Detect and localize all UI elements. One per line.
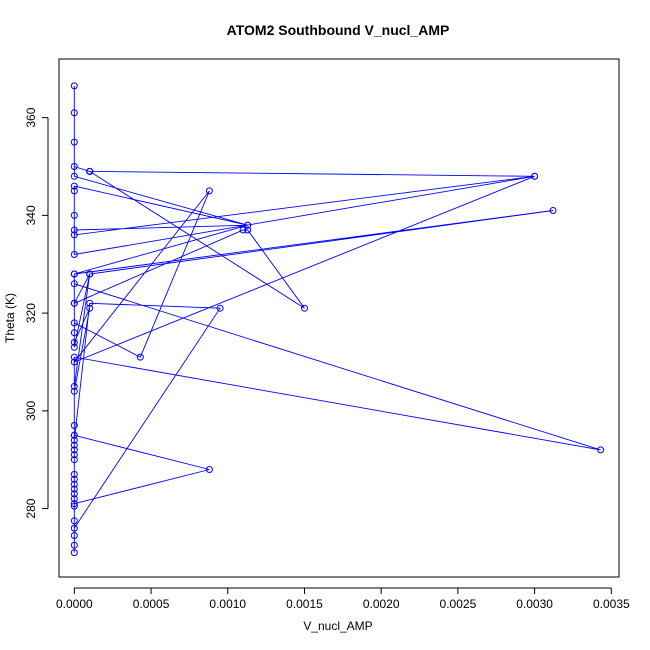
y-axis-label: Theta (K) (3, 293, 17, 343)
y-axis: 280 300 320 340 360 (24, 107, 49, 519)
data-point (70, 319, 78, 327)
data-point (239, 226, 247, 234)
data-point (70, 441, 78, 449)
data-point (70, 502, 78, 510)
data-point (216, 304, 224, 312)
data-point (70, 387, 78, 395)
x-tick-label: 0.0005 (133, 597, 170, 611)
data-point (531, 172, 539, 180)
data-point (70, 541, 78, 549)
data-point (70, 451, 78, 459)
plot-frame (58, 58, 620, 578)
y-tick-label: 340 (24, 205, 38, 225)
data-point (70, 138, 78, 146)
x-axis: 0.0000 0.0005 0.0010 0.0015 0.0020 0.0025 0.00… (56, 587, 630, 611)
y-tick-label: 360 (24, 107, 38, 127)
series-line (72, 85, 601, 553)
data-point (70, 226, 78, 234)
data-point (244, 226, 252, 234)
y-tick-label: 280 (24, 498, 38, 518)
data-point (70, 422, 78, 429)
data-point (70, 517, 78, 525)
data-point (70, 187, 78, 195)
data-point (70, 532, 78, 539)
data-point (70, 456, 78, 464)
data-point (136, 353, 144, 361)
data-point (70, 163, 78, 170)
data-point (70, 382, 78, 390)
data-point (70, 82, 78, 90)
data-point (244, 221, 252, 229)
data-point (70, 109, 78, 117)
x-tick-label: 0.0030 (516, 597, 553, 611)
x-tick-label: 0.0035 (593, 597, 630, 611)
x-tick-label: 0.0010 (209, 597, 246, 611)
data-point (70, 329, 78, 337)
data-point (70, 358, 78, 366)
data-point (70, 480, 78, 488)
data-point (70, 353, 78, 361)
data-point (70, 446, 78, 454)
data-point (70, 475, 78, 483)
data-point (70, 299, 78, 307)
data-point (70, 231, 78, 239)
data-point (86, 299, 94, 307)
data-point (70, 431, 78, 439)
data-point (70, 211, 78, 219)
data-point (70, 524, 78, 532)
data-point (70, 251, 78, 258)
data-point (597, 446, 605, 454)
data-point (301, 304, 308, 312)
data-point (70, 549, 78, 557)
data-point (70, 495, 78, 503)
x-tick-label: 0.0015 (286, 597, 323, 611)
series-layer (70, 82, 605, 557)
data-point (70, 470, 78, 478)
y-tick-label: 300 (24, 401, 38, 421)
data-point (549, 207, 557, 214)
x-tick-label: 0.0025 (440, 597, 477, 611)
data-point (70, 338, 78, 346)
data-point (86, 167, 94, 175)
data-point (70, 182, 78, 190)
data-point (70, 270, 78, 278)
data-point (70, 172, 78, 180)
data-point (205, 466, 213, 473)
data-point (205, 187, 213, 195)
data-point (70, 485, 78, 493)
chart-title: ATOM2 Southbound V_nucl_AMP (227, 22, 450, 38)
data-point (70, 490, 78, 498)
data-point (70, 500, 78, 508)
x-tick-label: 0.0000 (56, 597, 93, 611)
y-tick-label: 320 (24, 303, 38, 323)
data-point (86, 270, 94, 278)
x-tick-label: 0.0020 (363, 597, 400, 611)
data-point (70, 280, 78, 288)
x-axis-label: V_nucl_AMP (303, 619, 372, 633)
data-point (86, 304, 94, 312)
data-point (70, 436, 78, 444)
data-point (70, 343, 78, 351)
